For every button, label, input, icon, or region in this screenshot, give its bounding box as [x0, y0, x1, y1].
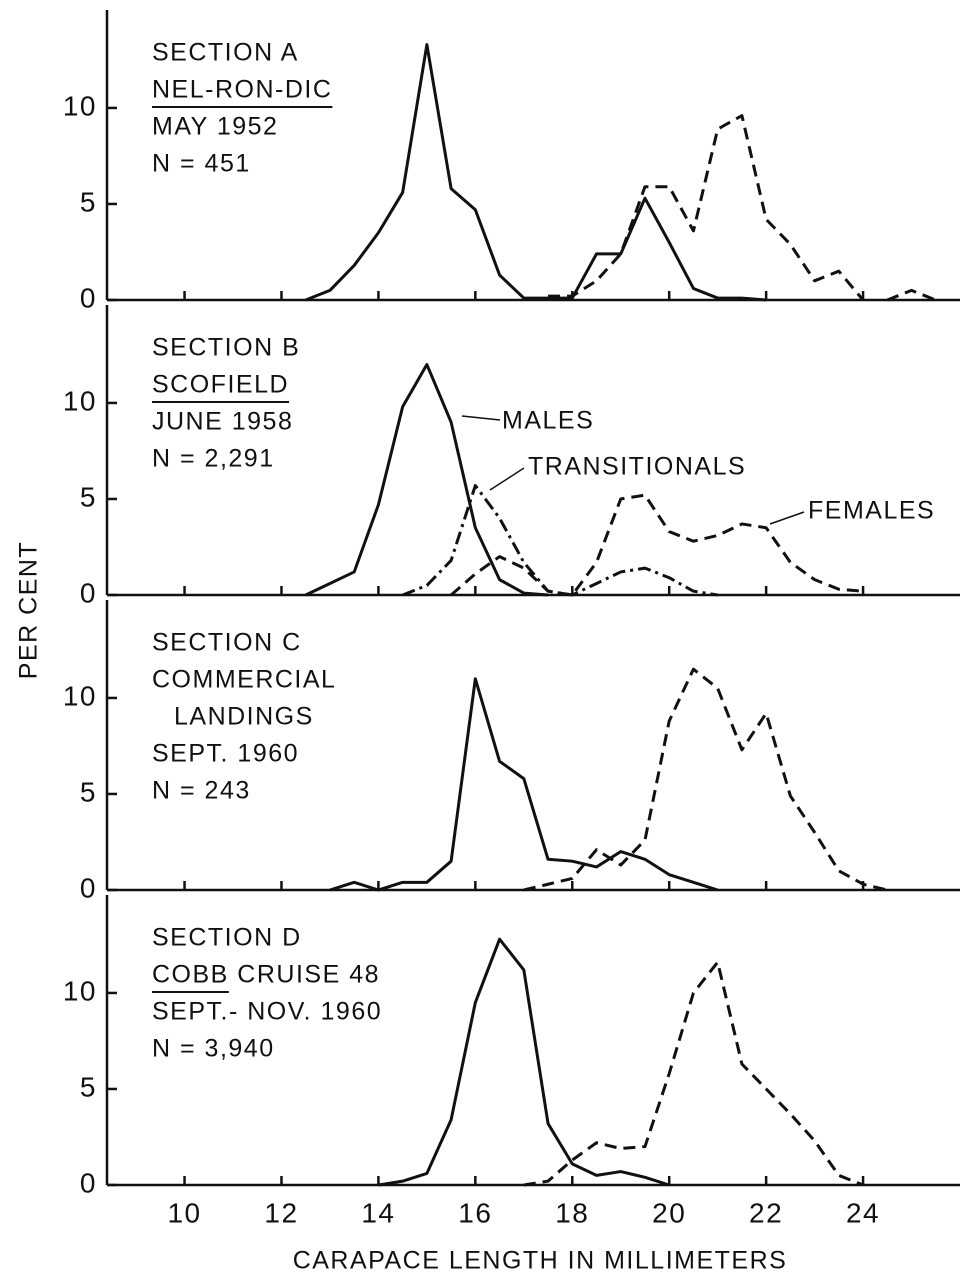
series-line	[305, 363, 549, 597]
annotation-arrow	[461, 415, 501, 421]
x-tick-label: 24	[846, 1197, 880, 1228]
y-tick-label: 10	[63, 385, 97, 416]
panel-label: MAY 1952	[152, 113, 278, 141]
y-tick-label: 5	[80, 776, 97, 807]
panel-label: SECTION B	[152, 334, 300, 362]
series-line	[548, 114, 937, 302]
panel-label: N = 2,291	[152, 445, 275, 473]
x-tick-label: 14	[361, 1197, 395, 1228]
y-tick-label: 10	[63, 680, 97, 711]
panel-label: SECTION C	[152, 629, 302, 657]
annotation: FEMALES	[808, 497, 935, 525]
y-tick-label: 5	[80, 1071, 97, 1102]
panel-label: N = 3,940	[152, 1035, 275, 1063]
panel-label: SECTION D	[152, 924, 302, 952]
x-tick-label: 16	[458, 1197, 492, 1228]
series-line	[378, 937, 670, 1187]
y-tick-label: 10	[63, 975, 97, 1006]
x-tick-label: 20	[652, 1197, 686, 1228]
panel-label: COBB CRUISE 48	[152, 961, 380, 989]
annotation: TRANSITIONALS	[528, 453, 746, 481]
series-line	[523, 960, 864, 1187]
series-line	[329, 677, 719, 892]
series-line	[305, 43, 767, 302]
y-tick-label: 0	[80, 1167, 97, 1198]
panel-label: JUNE 1958	[152, 408, 293, 436]
panel-label: NEL-RON-DIC	[152, 76, 332, 104]
panel-label: LANDINGS	[174, 703, 314, 731]
x-axis-label: CARAPACE LENGTH IN MILLIMETERS	[293, 1247, 788, 1275]
y-tick-label: 0	[80, 872, 97, 903]
y-tick-label: 10	[63, 90, 97, 121]
annotation-arrow	[769, 511, 805, 525]
panel-label: SEPT. 1960	[152, 740, 299, 768]
annotation-arrow	[489, 467, 525, 491]
x-tick-label: 12	[264, 1197, 298, 1228]
y-tick-label: 0	[80, 282, 97, 313]
x-tick-label: 18	[555, 1197, 589, 1228]
y-tick-label: 5	[80, 481, 97, 512]
panel-label: COMMERCIAL	[152, 666, 336, 694]
panel-label: SCOFIELD	[152, 371, 289, 399]
x-tick-label: 10	[167, 1197, 201, 1228]
x-tick-label: 22	[749, 1197, 783, 1228]
y-tick-label: 5	[80, 186, 97, 217]
series-line	[450, 493, 864, 597]
panel-label: SEPT.- NOV. 1960	[152, 998, 382, 1026]
y-axis-label: PER CENT	[15, 541, 43, 679]
annotation: MALES	[502, 407, 594, 435]
panel-label: N = 451	[152, 150, 251, 178]
y-tick-label: 0	[80, 577, 97, 608]
panel-label: N = 243	[152, 777, 251, 805]
series-line	[523, 667, 888, 892]
panel-label: SECTION A	[152, 39, 299, 67]
series-line	[402, 484, 718, 597]
